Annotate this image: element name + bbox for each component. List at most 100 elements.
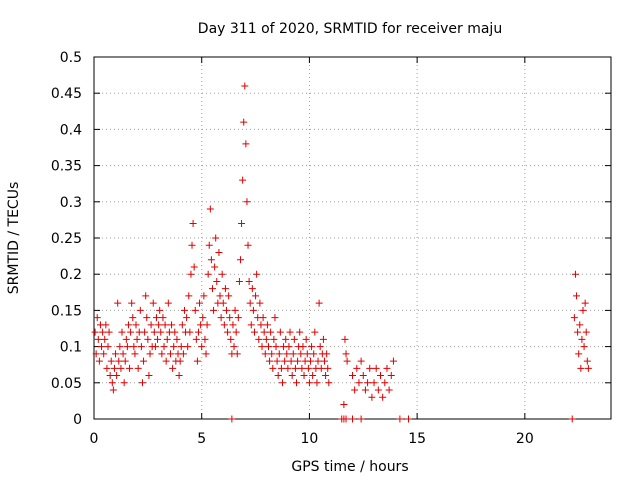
data-point <box>256 299 264 307</box>
data-point <box>577 364 585 372</box>
data-point <box>160 343 168 351</box>
x-axis-title: GPS time / hours <box>291 459 408 475</box>
data-point <box>116 343 124 351</box>
data-point <box>196 299 204 307</box>
data-point <box>311 328 319 336</box>
data-point <box>142 292 150 300</box>
data-point <box>115 357 123 365</box>
data-point <box>357 415 365 423</box>
x-tick-label: 0 <box>90 431 99 447</box>
data-point <box>128 299 136 307</box>
data-point <box>268 350 276 358</box>
data-point <box>343 357 351 365</box>
data-point <box>303 350 311 358</box>
data-point <box>340 401 348 409</box>
data-point <box>216 292 224 300</box>
data-point <box>95 357 103 365</box>
plot-frame <box>93 56 612 420</box>
data-point <box>381 379 389 387</box>
data-point <box>582 328 590 336</box>
data-point <box>584 364 592 372</box>
data-point <box>158 350 166 358</box>
data-point <box>103 364 111 372</box>
data-point <box>106 372 114 380</box>
data-point <box>114 299 122 307</box>
data-point <box>155 321 163 329</box>
data-point <box>264 343 272 351</box>
data-point <box>207 256 215 264</box>
data-point <box>274 372 282 380</box>
data-point <box>217 314 225 322</box>
data-point <box>405 415 413 423</box>
data-point <box>305 379 313 387</box>
data-point <box>245 277 253 285</box>
data-point <box>290 335 298 343</box>
data-point <box>231 306 239 314</box>
data-point <box>269 364 277 372</box>
data-point <box>263 321 271 329</box>
data-point <box>575 350 583 358</box>
data-point <box>314 357 322 365</box>
y-tick-label: 0.15 <box>51 303 82 319</box>
data-point <box>208 285 216 293</box>
data-point <box>107 357 115 365</box>
data-point <box>255 335 263 343</box>
y-tick-label: 0.35 <box>51 159 82 175</box>
data-point <box>140 357 148 365</box>
data-point <box>310 350 318 358</box>
data-point <box>99 328 107 336</box>
data-point <box>233 350 241 358</box>
data-point <box>323 350 331 358</box>
data-point <box>579 306 587 314</box>
data-point <box>349 372 356 380</box>
data-point <box>357 357 365 365</box>
data-point <box>126 364 134 372</box>
data-point <box>178 321 186 329</box>
data-point <box>304 364 312 372</box>
data-point <box>192 335 200 343</box>
data-point <box>132 321 140 329</box>
data-point <box>213 277 221 285</box>
data-point <box>122 335 130 343</box>
data-point <box>248 285 256 293</box>
x-tick-label: 20 <box>516 431 534 447</box>
data-points <box>91 82 592 423</box>
data-point <box>383 364 391 372</box>
data-point <box>246 299 254 307</box>
data-point <box>93 314 101 322</box>
data-point <box>177 343 185 351</box>
data-point <box>219 299 227 307</box>
data-point <box>574 328 582 336</box>
data-point <box>372 364 380 372</box>
y-tick-label: 0.1 <box>60 340 82 356</box>
data-point <box>170 343 178 351</box>
data-point <box>580 343 588 351</box>
data-point <box>168 321 176 329</box>
data-point <box>316 343 324 351</box>
data-point <box>374 386 382 394</box>
data-point <box>169 364 177 372</box>
data-point <box>247 321 255 329</box>
data-point <box>113 372 121 380</box>
data-point <box>260 328 268 336</box>
data-point <box>205 241 213 249</box>
data-point <box>253 270 261 278</box>
y-tick-label: 0.5 <box>60 50 82 66</box>
data-point <box>130 343 138 351</box>
data-point <box>127 328 135 336</box>
data-point <box>370 379 378 387</box>
data-point <box>578 335 586 343</box>
data-point <box>243 198 251 206</box>
x-tick-label: 10 <box>301 431 319 447</box>
data-point <box>159 314 167 322</box>
x-tick-label: 5 <box>197 431 206 447</box>
data-point <box>366 364 374 372</box>
data-point <box>228 415 236 423</box>
data-point <box>163 335 171 343</box>
data-point <box>355 379 363 387</box>
data-point <box>249 306 257 314</box>
data-point <box>151 343 159 351</box>
data-point <box>220 321 228 329</box>
y-tick-label: 0.3 <box>60 195 82 211</box>
